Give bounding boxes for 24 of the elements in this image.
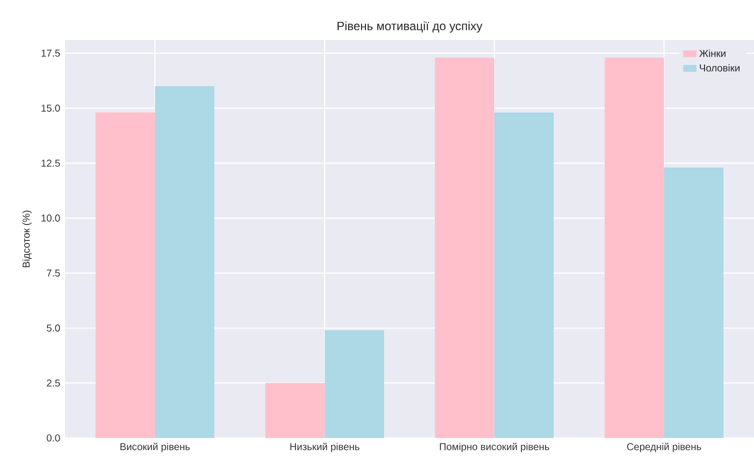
legend-label: Жінки xyxy=(699,50,726,57)
bar xyxy=(96,112,155,438)
legend-label: Чоловіки xyxy=(700,64,740,72)
bar xyxy=(494,112,554,438)
y-tick-label: 5.0 xyxy=(46,324,60,332)
x-tick-label: Низький рівень xyxy=(290,442,360,452)
y-tick-label: 7.5 xyxy=(46,270,60,277)
y-axis-title: Відсоток (%) xyxy=(22,210,32,268)
bar xyxy=(324,330,384,438)
y-tick-label: 15.0 xyxy=(42,104,60,112)
bar xyxy=(664,168,724,438)
x-tick-label: Високий рівень xyxy=(120,442,190,452)
y-tick-label: 17.5 xyxy=(42,50,60,57)
bar xyxy=(434,58,494,438)
x-tick-label: Середній рівень xyxy=(627,442,702,452)
bar xyxy=(154,86,214,438)
x-tick-label: Помірно високий рівень xyxy=(440,442,550,452)
bar xyxy=(265,383,325,438)
y-tick-label: 12.5 xyxy=(42,160,60,167)
y-tick-label: 0.0 xyxy=(46,434,60,442)
chart-title: Рівень мотивації до успіху xyxy=(338,21,482,33)
y-tick-label: 2.5 xyxy=(46,379,60,387)
bar xyxy=(604,58,664,438)
y-tick-label: 10.0 xyxy=(42,214,60,222)
